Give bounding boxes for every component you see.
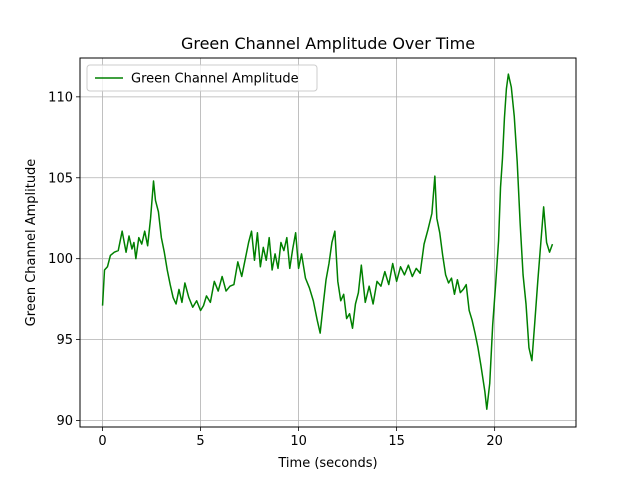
chart-title: Green Channel Amplitude Over Time (181, 34, 475, 53)
legend-box (86, 64, 318, 92)
y-tick-label: 110 (48, 90, 73, 105)
series-layer (101, 73, 554, 410)
y-tick-label: 95 (56, 333, 73, 348)
grid (80, 58, 576, 427)
ticks: 0 5 10 15 20 90 95 100 105 110 (48, 90, 503, 449)
y-axis-label: Green Channel Amplitude (24, 159, 39, 327)
x-tick-label: 0 (98, 434, 106, 449)
y-tick-label: 105 (48, 171, 73, 186)
x-tick-label: 10 (290, 434, 307, 449)
x-axis-label: Time (seconds) (277, 456, 377, 471)
x-tick-label: 15 (388, 434, 405, 449)
x-tick-label: 5 (196, 434, 204, 449)
legend: Green Channel Amplitude (86, 64, 318, 92)
series-line (101, 73, 554, 410)
plot-frame (79, 57, 577, 428)
legend-label: Green Channel Amplitude (131, 72, 299, 87)
y-tick-label: 100 (48, 252, 73, 267)
y-tick-label: 90 (56, 414, 73, 429)
x-tick-label: 20 (486, 434, 503, 449)
